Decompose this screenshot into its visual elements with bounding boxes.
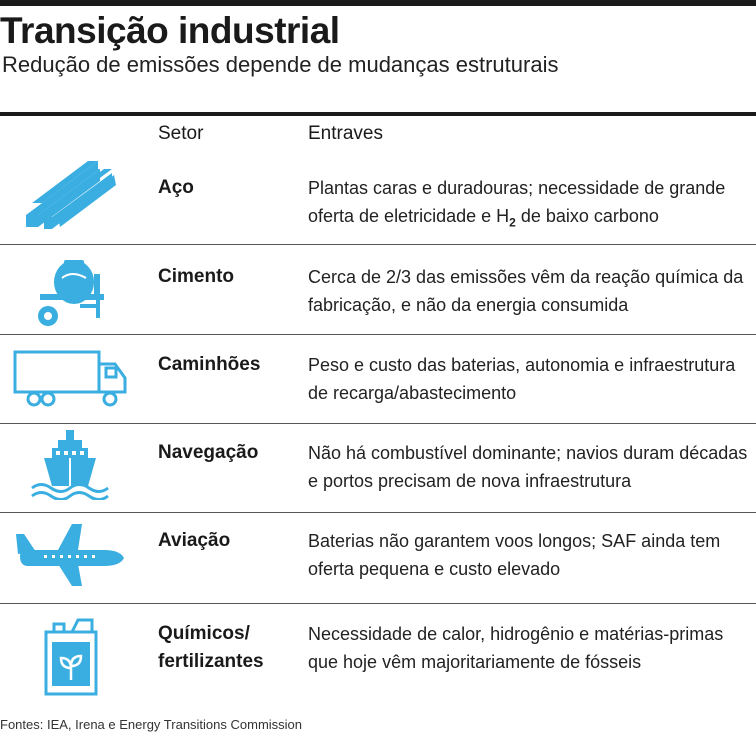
airplane-icon xyxy=(16,524,124,586)
header-rule xyxy=(0,112,756,116)
sector-label: Navegação xyxy=(158,442,259,463)
sector-label: Aviação xyxy=(158,530,231,551)
column-header-sector: Setor xyxy=(158,123,204,144)
chemical-canister-icon xyxy=(44,618,98,696)
sector-label: Cimento xyxy=(158,266,234,287)
obstacle-text: Necessidade de calor, hidrogênio e matér… xyxy=(308,624,724,672)
row-divider xyxy=(0,423,756,424)
row-divider xyxy=(0,334,756,335)
column-header-obstacles: Entraves xyxy=(308,123,383,144)
sector-label: Aço xyxy=(158,177,194,198)
steel-beams-icon xyxy=(26,161,116,229)
obstacle-text: Cerca de 2/3 das emissões vêm da reação … xyxy=(308,267,744,315)
sector-label: Químicos/fertilizantes xyxy=(158,623,264,672)
row-divider xyxy=(0,244,756,245)
ship-icon xyxy=(31,430,109,500)
obstacle-text: Não há combustível dominante; navios dur… xyxy=(308,443,748,491)
source-note: Fontes: IEA, Irena e Energy Transitions … xyxy=(0,717,303,732)
sector-label: Caminhões xyxy=(158,354,261,375)
page-subtitle: Redução de emissões depende de mudanças … xyxy=(2,52,559,77)
row-divider xyxy=(0,512,756,513)
obstacle-text: Peso e custo das baterias, autonomia e i… xyxy=(308,355,736,403)
truck-icon xyxy=(13,350,127,407)
top-rule xyxy=(0,0,756,6)
row-divider xyxy=(0,603,756,604)
page-title: Transição industrial xyxy=(0,10,340,51)
obstacle-text: Plantas caras e duradouras; necessidade … xyxy=(308,178,726,230)
cement-mixer-icon xyxy=(38,260,104,326)
obstacle-text: Baterias não garantem voos longos; SAF a… xyxy=(308,531,721,579)
